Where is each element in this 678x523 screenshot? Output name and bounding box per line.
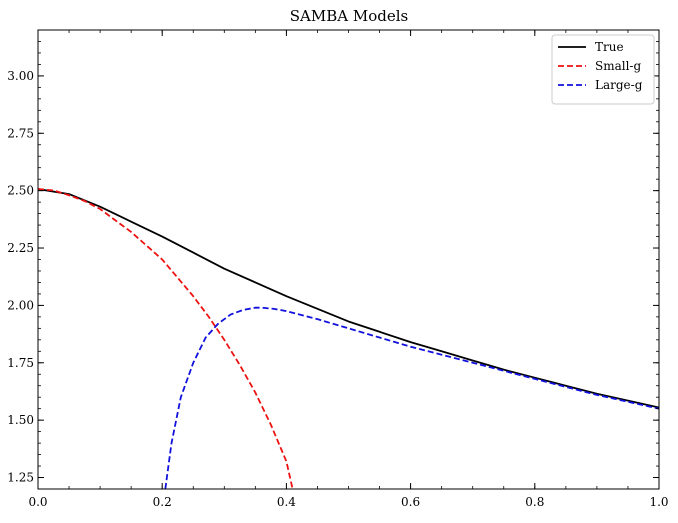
legend: True Small-g Large-g	[551, 34, 655, 105]
chart-title: SAMBA Models	[290, 7, 408, 25]
plot-frame	[37, 29, 660, 490]
series-line-small-g	[38, 188, 294, 489]
legend-label: True	[595, 40, 624, 54]
axes-layer: 0.0 0.2 0.4 0.6 0.8 1.0 1.25 1.50 1.75 2.00 2.25 2.…	[7, 29, 669, 509]
x-tick-label: 0.6	[401, 495, 420, 509]
y-tick-label: 1.75	[7, 356, 34, 370]
y-tick-label: 3.00	[7, 69, 34, 83]
series-line-true	[38, 188, 659, 409]
x-tick-label: 0.2	[153, 495, 172, 509]
series-line-large-g	[164, 306, 659, 489]
legend-label: Small-g	[595, 59, 641, 73]
x-tick-label: 0.8	[525, 495, 544, 509]
y-tick-label: 1.25	[7, 471, 34, 485]
series-layer	[38, 188, 659, 489]
legend-box	[551, 34, 655, 105]
y-tick-label: 2.25	[7, 241, 34, 255]
y-tick-label: 2.75	[7, 126, 34, 140]
y-tick-label: 2.00	[7, 298, 34, 312]
y-tick-label: 2.50	[7, 184, 34, 198]
legend-label: Large-g	[595, 78, 643, 92]
y-tick-label: 1.50	[7, 413, 34, 427]
x-tick-label: 0.0	[28, 495, 47, 509]
x-tick-label: 0.4	[277, 495, 296, 509]
x-tick-label: 1.0	[649, 495, 668, 509]
